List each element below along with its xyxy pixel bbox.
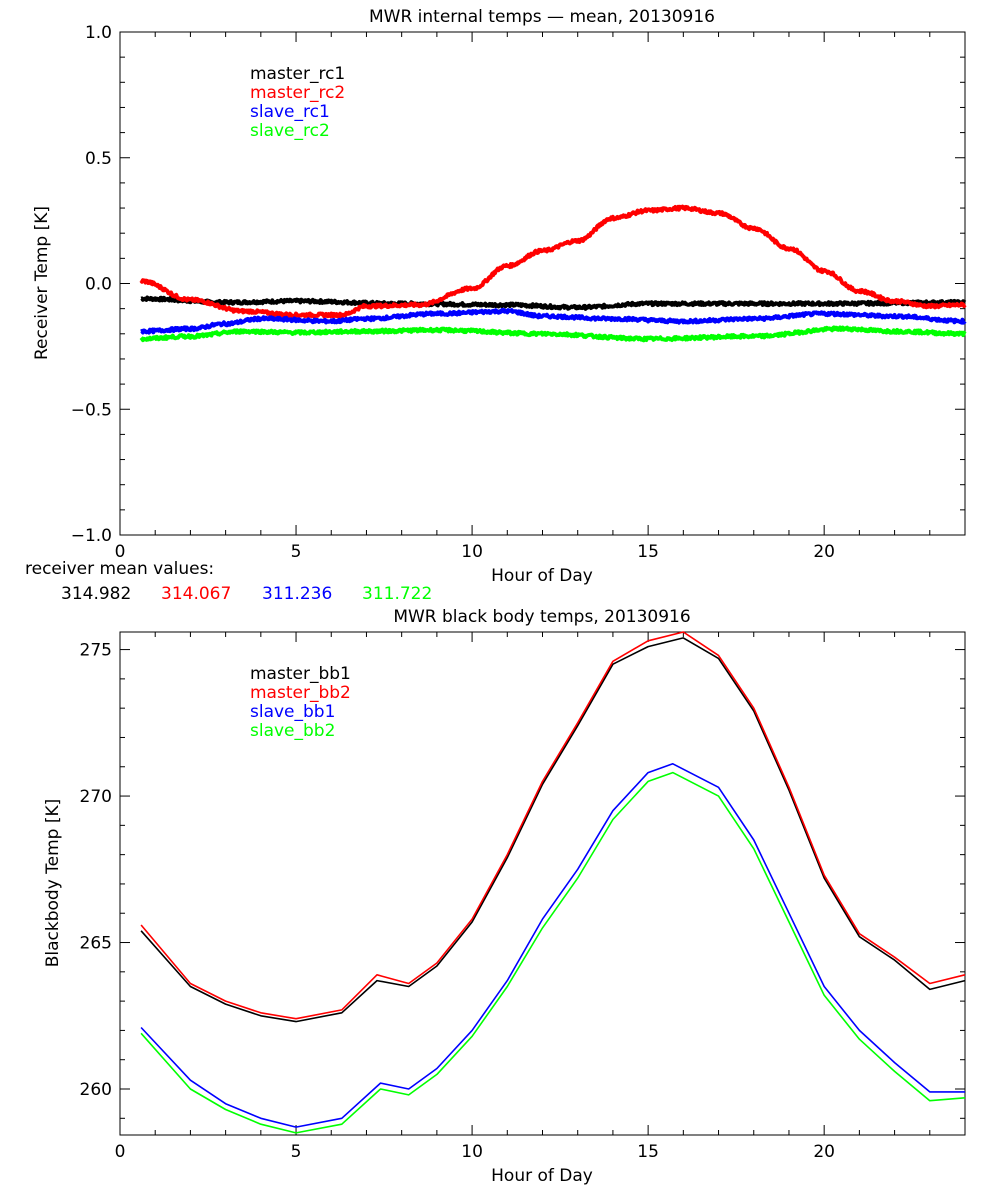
axis-ticks: 0 5 10 15 20 −1.0 −0.5 0.0 0.5 1.0	[71, 23, 965, 562]
legend-item-master-bb1: master_bb1	[250, 664, 351, 684]
y-tick-label: 0.0	[85, 275, 112, 295]
y-tick-label: 275	[80, 641, 112, 661]
blackbody-temp-panel: MWR black body temps, 20130916 0 5 10 15 20 2…	[43, 607, 966, 1186]
receiver-temp-panel: MWR internal temps — mean, 20130916 0 5 10…	[25, 7, 967, 604]
receiver-mean-master-rc1: 314.982	[61, 584, 131, 604]
x-tick-label: 10	[461, 542, 483, 562]
series-line-master-rc1	[140, 295, 967, 311]
series-line-slave-rc1	[140, 308, 967, 335]
legend-item-slave-bb2: slave_bb2	[250, 721, 335, 741]
series-line-slave-bb1	[140, 762, 965, 1128]
chart-title: MWR black body temps, 20130916	[393, 607, 690, 627]
x-tick-label: 15	[637, 1142, 659, 1162]
series-group	[140, 631, 966, 1134]
x-tick-label: 15	[637, 542, 659, 562]
receiver-mean-slave-rc2: 311.722	[362, 584, 432, 604]
x-axis-label: Hour of Day	[491, 1166, 593, 1186]
y-tick-label: 265	[80, 934, 112, 954]
series-group	[139, 204, 967, 343]
plot-frame	[119, 631, 966, 1136]
x-tick-label: 0	[115, 1142, 126, 1162]
legend-item-slave-rc1: slave_rc1	[250, 102, 330, 122]
x-tick-label: 5	[291, 542, 302, 562]
legend-item-master-rc1: master_rc1	[250, 64, 345, 84]
x-tick-label: 5	[291, 1142, 302, 1162]
receiver-mean-label: receiver mean values:	[25, 559, 214, 579]
x-tick-label: 20	[813, 1142, 835, 1162]
x-tick-label: 0	[115, 542, 126, 562]
chart-title: MWR internal temps — mean, 20130916	[369, 7, 715, 27]
y-tick-label: 270	[80, 787, 112, 807]
series-line-slave-rc2	[139, 325, 967, 343]
plot-frame	[119, 31, 966, 536]
legend-item-master-bb2: master_bb2	[250, 683, 351, 703]
series-line-master-bb1	[140, 637, 966, 1023]
y-tick-label: 1.0	[85, 23, 112, 43]
receiver-mean-slave-rc1: 311.236	[262, 584, 332, 604]
y-tick-label: −1.0	[71, 526, 112, 546]
x-tick-label: 10	[461, 1142, 483, 1162]
y-axis-label: Blackbody Temp [K]	[43, 799, 63, 968]
y-tick-label: 0.5	[85, 149, 112, 169]
legend-item-master-rc2: master_rc2	[250, 83, 345, 103]
legend-item-slave-bb1: slave_bb1	[250, 702, 335, 722]
y-axis-label: Receiver Temp [K]	[32, 206, 52, 360]
series-line-master-bb2	[140, 631, 966, 1020]
legend-item-slave-rc2: slave_rc2	[250, 121, 330, 141]
series-line-slave-bb2	[140, 771, 966, 1134]
x-tick-label: 20	[813, 542, 835, 562]
axis-ticks: 0 5 10 15 20 260 265 270 275	[80, 632, 965, 1162]
x-axis-label: Hour of Day	[491, 566, 593, 586]
receiver-mean-master-rc2: 314.067	[161, 584, 231, 604]
series-line-master-rc2	[139, 204, 967, 319]
y-tick-label: −0.5	[71, 400, 112, 420]
y-tick-label: 260	[80, 1080, 112, 1100]
